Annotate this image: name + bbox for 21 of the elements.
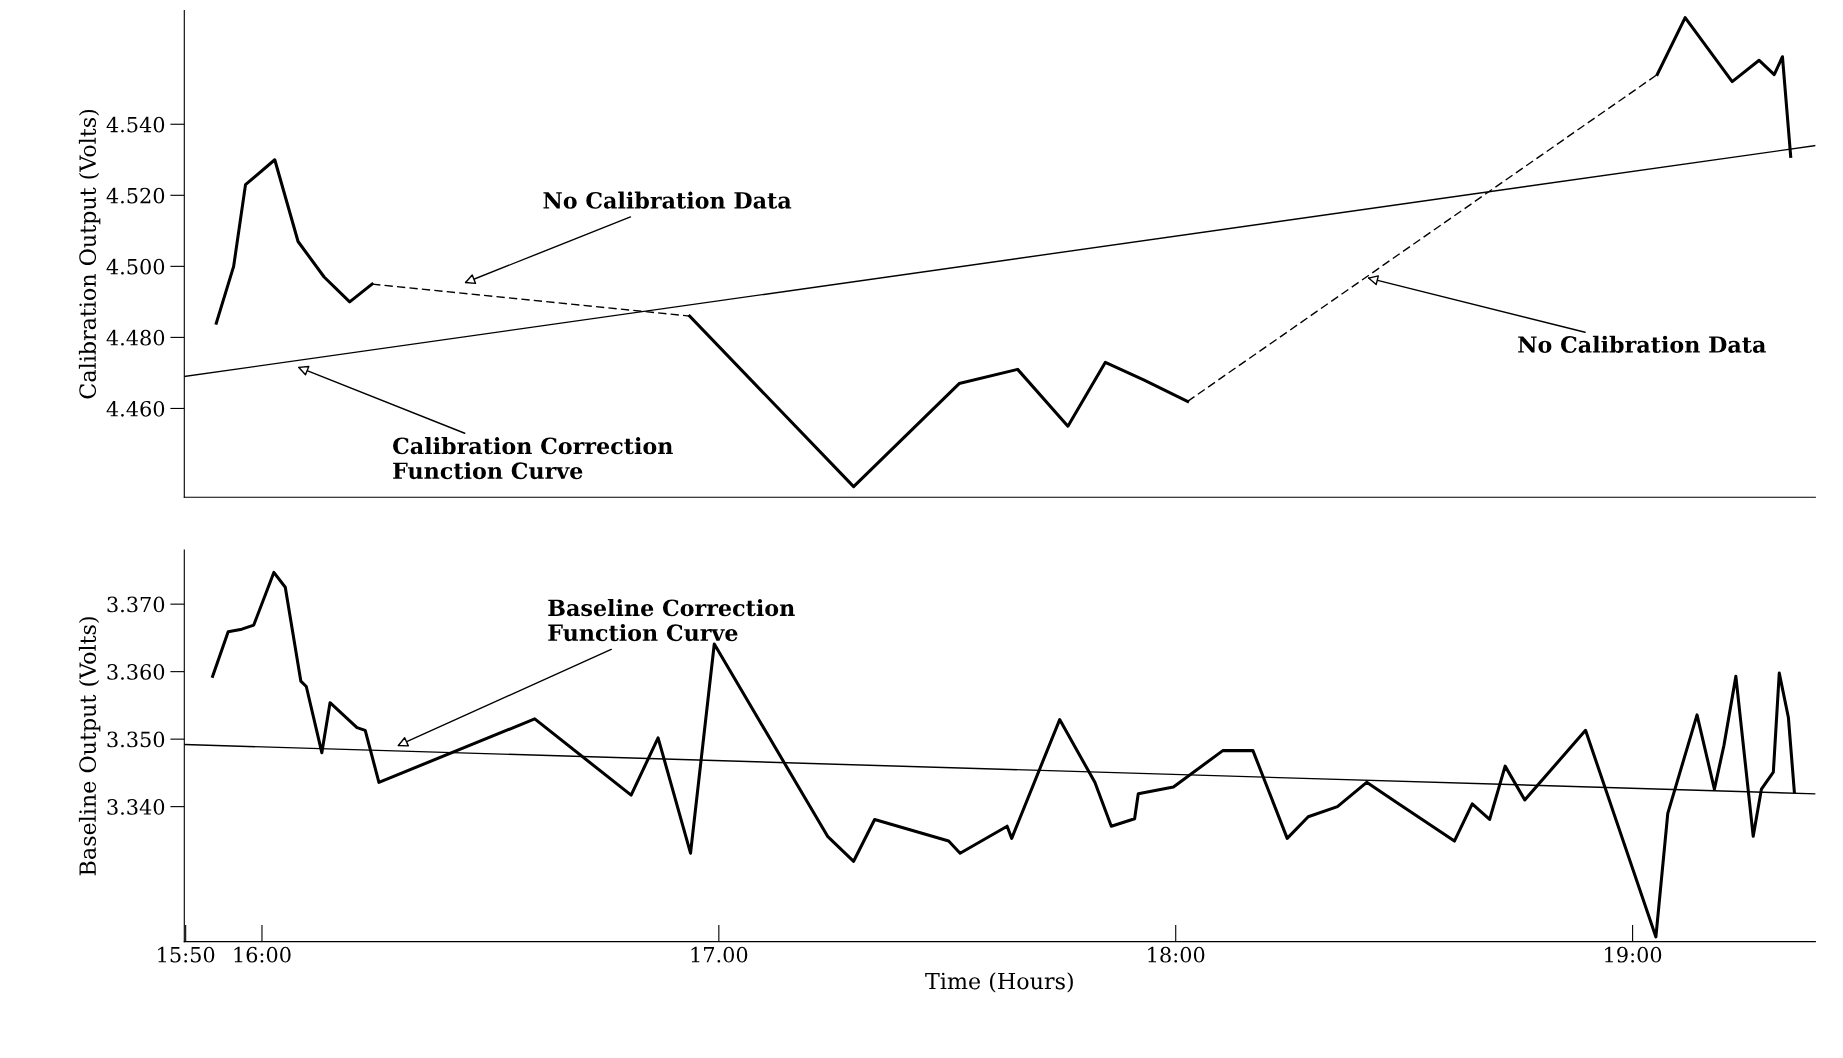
x-tick-label: 18:00	[1148, 946, 1205, 963]
y-tick-label: 4.520	[106, 187, 165, 204]
y-axis-title: Calibration Output (Volts)	[78, 109, 101, 399]
y-axis-title: Baseline Output (Volts)	[78, 617, 101, 876]
y-tick-label: 3.370	[107, 596, 165, 613]
x-axis-title: Time (Hours)	[925, 972, 1073, 993]
y-tick-label: 3.360	[107, 664, 165, 680]
x-tick-label: 17.00	[691, 946, 748, 963]
y-tick-label: 4.500	[106, 258, 165, 275]
y-tick-label: 3.350	[107, 731, 165, 748]
annotation: Calibration Correction Function Curve	[393, 437, 673, 480]
annotation: No Calibration Data	[1518, 335, 1766, 353]
y-tick-label: 3.340	[107, 799, 165, 815]
x-tick-label: 16:00	[234, 946, 291, 963]
x-tick-label: 15:50	[158, 946, 215, 963]
annotation: Baseline Correction Function Curve	[548, 599, 795, 642]
y-tick-label: 4.460	[106, 400, 165, 417]
x-tick-label: 19:00	[1605, 946, 1662, 963]
y-tick-label: 4.480	[106, 329, 165, 346]
annotation: No Calibration Data	[543, 191, 792, 209]
y-tick-label: 4.540	[106, 116, 165, 133]
